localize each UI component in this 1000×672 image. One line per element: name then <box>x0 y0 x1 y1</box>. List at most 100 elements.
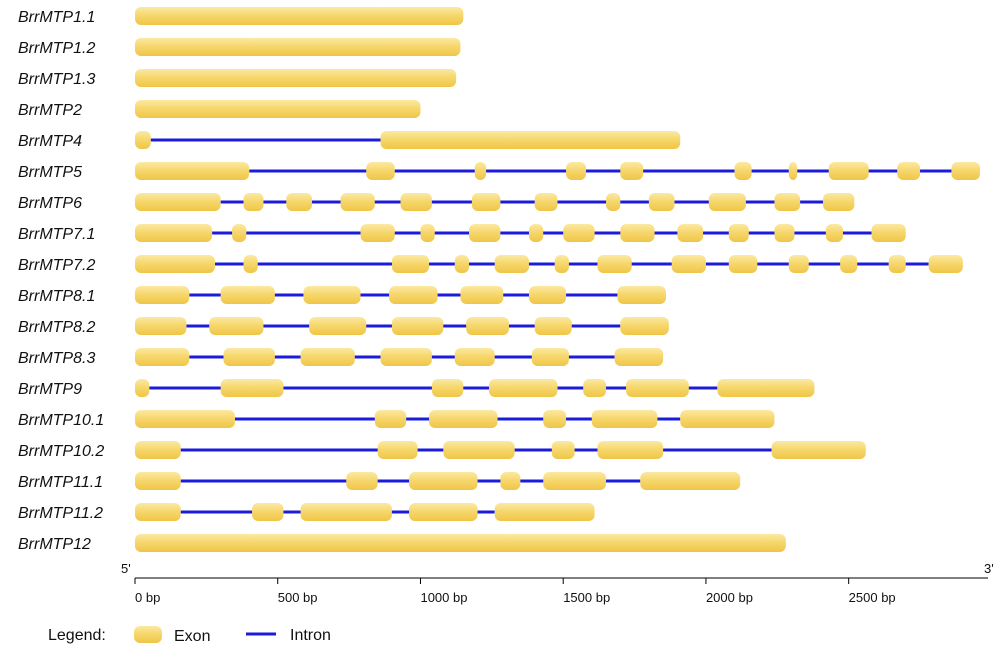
gene-label: BrrMTP10.1 <box>18 412 104 429</box>
exon-block <box>135 348 190 366</box>
gene-label: BrrMTP12 <box>18 536 91 553</box>
gene-label: BrrMTP7.2 <box>18 257 95 274</box>
exon-block <box>928 255 963 273</box>
exon-block <box>243 255 258 273</box>
exon-block <box>626 379 689 397</box>
exon-block <box>620 317 669 335</box>
gene-label: BrrMTP9 <box>18 381 82 398</box>
exon-block <box>534 317 572 335</box>
exon-block <box>494 255 529 273</box>
gene-row: BrrMTP1.2 <box>18 38 461 57</box>
exon-block <box>531 348 569 366</box>
exon-block <box>680 410 775 428</box>
gene-row: BrrMTP11.2 <box>18 503 595 522</box>
axis-tick-label: 2000 bp <box>706 590 753 605</box>
gene-label: BrrMTP10.2 <box>18 443 104 460</box>
exon-block <box>888 255 906 273</box>
gene-row: BrrMTP1.1 <box>18 7 464 26</box>
gene-label: BrrMTP2 <box>18 102 82 119</box>
axis-end-label: 3' <box>984 561 994 576</box>
exon-block <box>135 38 461 56</box>
gene-label: BrrMTP8.1 <box>18 288 95 305</box>
exon-block <box>135 224 213 242</box>
gene-row: BrrMTP1.3 <box>18 69 457 88</box>
exon-block <box>788 162 798 180</box>
gene-row: BrrMTP12 <box>18 534 786 553</box>
exon-block <box>135 410 235 428</box>
exon-block <box>135 69 457 87</box>
exon-block <box>840 255 858 273</box>
exon-block <box>454 348 495 366</box>
exon-block <box>871 224 906 242</box>
exon-block <box>389 286 438 304</box>
exon-block <box>534 193 558 211</box>
exon-block <box>606 193 621 211</box>
exon-block <box>377 441 418 459</box>
exon-block <box>220 379 284 397</box>
exon-block <box>391 317 444 335</box>
exon-block <box>391 255 430 273</box>
exon-block <box>135 255 215 273</box>
exon-block <box>380 348 432 366</box>
exon-block <box>597 441 664 459</box>
exon-block <box>135 162 250 180</box>
exon-block <box>563 224 595 242</box>
exon-block <box>420 224 435 242</box>
legend: Legend: Exon Intron <box>48 626 331 645</box>
axis-tick-label: 2500 bp <box>849 590 896 605</box>
gene-row: BrrMTP7.2 <box>18 255 963 274</box>
gene-label: BrrMTP5 <box>18 164 82 181</box>
axis-tick-label: 1000 bp <box>420 590 467 605</box>
gene-label: BrrMTP7.1 <box>18 226 95 243</box>
exon-block <box>822 193 855 211</box>
exon-block <box>346 472 378 490</box>
exon-block <box>209 317 264 335</box>
legend-title: Legend: <box>48 627 106 644</box>
exon-block <box>551 441 575 459</box>
exon-block <box>135 534 786 552</box>
exon-block <box>543 472 607 490</box>
exon-block <box>771 441 866 459</box>
gene-row: BrrMTP10.1 <box>18 410 775 429</box>
exon-block <box>494 503 595 521</box>
axis-tick-label: 0 bp <box>135 590 160 605</box>
exon-block <box>300 348 355 366</box>
gene-row: BrrMTP6 <box>18 193 855 212</box>
exon-block <box>431 379 464 397</box>
gene-label: BrrMTP8.3 <box>18 350 95 367</box>
gene-row: BrrMTP9 <box>18 379 815 398</box>
exon-block <box>252 503 284 521</box>
gene-row: BrrMTP11.1 <box>18 472 741 491</box>
exon-block <box>614 348 664 366</box>
exon-block <box>309 317 367 335</box>
gene-row: BrrMTP7.1 <box>18 224 906 243</box>
gene-row: BrrMTP10.2 <box>18 441 866 460</box>
exon-block <box>828 162 869 180</box>
exon-block <box>648 193 675 211</box>
gene-label: BrrMTP11.2 <box>18 505 103 522</box>
gene-label: BrrMTP11.1 <box>18 474 103 491</box>
exon-block <box>366 162 395 180</box>
exon-block <box>409 472 478 490</box>
exon-block <box>303 286 361 304</box>
exon-block <box>220 286 275 304</box>
exon-block <box>135 503 181 521</box>
exon-block <box>566 162 587 180</box>
exon-block <box>232 224 247 242</box>
exon-block <box>429 410 498 428</box>
exon-block <box>774 224 795 242</box>
exon-block <box>340 193 375 211</box>
gene-label: BrrMTP4 <box>18 133 82 150</box>
exon-block <box>135 131 151 149</box>
legend-exon-swatch <box>134 626 162 643</box>
exon-block <box>223 348 275 366</box>
gene-row: BrrMTP8.1 <box>18 286 666 305</box>
exon-block <box>135 100 421 118</box>
gene-row: BrrMTP4 <box>18 131 681 150</box>
exon-block <box>135 441 181 459</box>
exon-block <box>951 162 980 180</box>
exon-block <box>728 255 758 273</box>
exon-block <box>677 224 704 242</box>
exon-block <box>466 317 509 335</box>
exon-block <box>360 224 395 242</box>
